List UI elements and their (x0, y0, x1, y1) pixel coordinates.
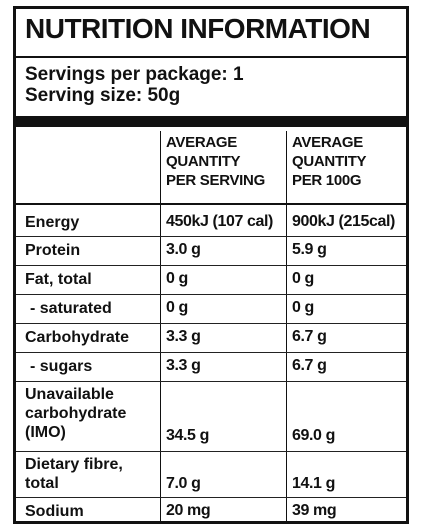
value-per-serving: 7.0 g (166, 475, 201, 492)
value-per-serving: 3.0 g (166, 241, 201, 258)
row-separator (16, 323, 406, 324)
header-line: AVERAGE (166, 134, 237, 151)
table-row: Dietary fibre, total 7.0 g 14.1 g (16, 452, 406, 498)
value-per-100g: 14.1 g (292, 475, 335, 492)
row-label: Fat, total (25, 271, 92, 288)
nutrition-panel: NUTRITION INFORMATION Servings per packa… (13, 6, 409, 524)
value-per-serving: 34.5 g (166, 427, 209, 444)
row-separator (16, 451, 406, 452)
row-separator (16, 265, 406, 266)
row-label: carbohydrate (25, 405, 127, 422)
value-per-100g: 0 g (292, 299, 314, 316)
header-line: PER SERVING (166, 172, 265, 189)
value-per-serving: 3.3 g (166, 357, 201, 374)
header-line: AVERAGE (292, 134, 363, 151)
value-per-100g: 0 g (292, 270, 314, 287)
header-per-serving: AVERAGE QUANTITY PER SERVING (166, 133, 265, 190)
value-per-100g: 5.9 g (292, 241, 327, 258)
row-label: total (25, 475, 59, 492)
row-label: - sugars (30, 358, 93, 375)
table-row: Fat, total 0 g 0 g (16, 266, 406, 295)
value-per-100g: 69.0 g (292, 427, 335, 444)
servings-per-package: Servings per package: 1 (25, 64, 244, 85)
header-line: QUANTITY (292, 153, 367, 170)
row-separator (16, 352, 406, 353)
value-per-serving: 0 g (166, 270, 188, 287)
panel-title: NUTRITION INFORMATION (25, 13, 371, 44)
value-per-serving: 450kJ (107 cal) (166, 213, 273, 230)
value-per-100g: 39 mg (292, 502, 337, 519)
value-per-100g: 900kJ (215cal) (292, 213, 395, 230)
table-row: Energy 450kJ (107 cal) 900kJ (215cal) (16, 209, 406, 237)
thick-rule (16, 116, 406, 127)
row-label: Protein (25, 242, 81, 259)
row-separator (16, 497, 406, 498)
table-row: - saturated 0 g 0 g (16, 295, 406, 324)
title-rule (16, 56, 406, 58)
table-row: Sodium 20 mg 39 mg (16, 498, 406, 522)
value-per-100g: 6.7 g (292, 328, 327, 345)
row-label: Dietary fibre, (25, 456, 123, 473)
header-line: PER 100G (292, 172, 362, 189)
value-per-serving: 0 g (166, 299, 188, 316)
row-label: Energy (25, 214, 80, 231)
row-separator (16, 381, 406, 382)
row-separator (16, 236, 406, 237)
table-row: Unavailable carbohydrate (IMO) 34.5 g 69… (16, 382, 406, 452)
header-per-100g: AVERAGE QUANTITY PER 100G (292, 133, 367, 190)
table-row: Protein 3.0 g 5.9 g (16, 237, 406, 266)
table-row: - sugars 3.3 g 6.7 g (16, 353, 406, 382)
column-divider (160, 131, 161, 524)
row-label: - saturated (30, 300, 112, 317)
row-separator (16, 294, 406, 295)
row-label: Sodium (25, 503, 84, 520)
value-per-serving: 20 mg (166, 502, 211, 519)
value-per-serving: 3.3 g (166, 328, 201, 345)
row-label: (IMO) (25, 424, 66, 441)
value-per-100g: 6.7 g (292, 357, 327, 374)
table-row: Carbohydrate 3.3 g 6.7 g (16, 324, 406, 353)
header-line: QUANTITY (166, 153, 241, 170)
row-label: Unavailable (25, 386, 114, 403)
column-divider (286, 131, 287, 524)
serving-size: Serving size: 50g (25, 85, 181, 106)
row-label: Carbohydrate (25, 329, 130, 346)
header-rule (16, 203, 406, 205)
